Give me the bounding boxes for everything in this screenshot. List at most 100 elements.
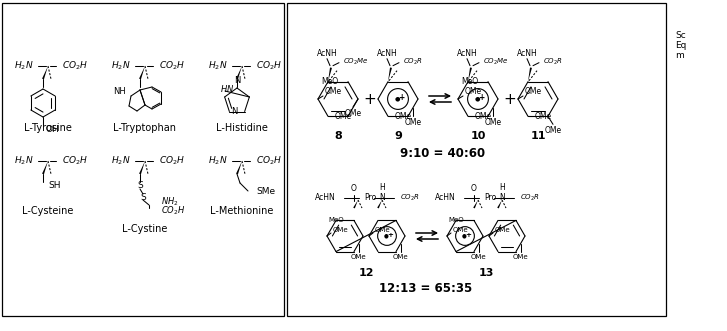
Text: AcNH: AcNH xyxy=(517,49,537,58)
Text: L-Methionine: L-Methionine xyxy=(210,206,273,216)
Polygon shape xyxy=(42,161,48,174)
Text: N: N xyxy=(231,107,238,116)
Text: $H_2N$: $H_2N$ xyxy=(209,60,228,72)
Text: 12:13 = 65:35: 12:13 = 65:35 xyxy=(379,282,473,295)
Text: 11: 11 xyxy=(530,131,546,141)
Text: MeO: MeO xyxy=(329,217,344,223)
Text: ●: ● xyxy=(394,97,400,102)
Text: $H_2N$: $H_2N$ xyxy=(209,155,228,167)
Text: OMe: OMe xyxy=(525,87,542,96)
Text: 9:10 = 40:60: 9:10 = 40:60 xyxy=(401,147,486,160)
Polygon shape xyxy=(528,68,532,82)
Text: 13: 13 xyxy=(478,268,494,278)
Text: $CO_2H$: $CO_2H$ xyxy=(62,60,88,72)
Text: O: O xyxy=(471,184,477,193)
Text: OMe: OMe xyxy=(475,112,492,121)
Text: H: H xyxy=(379,183,385,192)
Text: OMe: OMe xyxy=(335,112,352,121)
Text: +: + xyxy=(504,91,516,107)
Text: OMe: OMe xyxy=(484,118,502,127)
Text: OMe: OMe xyxy=(465,87,482,96)
Text: 9: 9 xyxy=(394,131,402,141)
Text: ●: ● xyxy=(462,233,467,239)
Text: $CO_2H$: $CO_2H$ xyxy=(161,205,185,217)
Text: N: N xyxy=(234,76,240,85)
Text: OMe: OMe xyxy=(375,227,390,233)
Text: N: N xyxy=(379,194,385,203)
Text: OMe: OMe xyxy=(495,227,510,233)
Text: $CO_2R$: $CO_2R$ xyxy=(403,57,423,67)
Text: OMe: OMe xyxy=(535,112,552,121)
Text: +: + xyxy=(465,232,471,238)
Polygon shape xyxy=(139,161,145,174)
Polygon shape xyxy=(497,200,502,209)
Polygon shape xyxy=(328,68,332,82)
Text: OMe: OMe xyxy=(404,118,422,127)
Text: SH: SH xyxy=(48,181,60,191)
Text: Eq: Eq xyxy=(675,41,686,51)
Text: S: S xyxy=(137,181,143,191)
Polygon shape xyxy=(468,68,472,82)
Text: OMe: OMe xyxy=(545,126,561,135)
Text: +: + xyxy=(398,93,404,103)
Polygon shape xyxy=(473,200,478,209)
Text: $CO_2R$: $CO_2R$ xyxy=(400,193,420,203)
Text: OMe: OMe xyxy=(470,254,486,260)
Text: $HN$: $HN$ xyxy=(220,83,234,94)
Text: OH: OH xyxy=(45,124,59,133)
Text: $CO_2H$: $CO_2H$ xyxy=(256,60,282,72)
Polygon shape xyxy=(377,200,382,209)
Text: $CO_2H$: $CO_2H$ xyxy=(62,155,88,167)
Text: OMe: OMe xyxy=(325,87,342,96)
Text: MeO: MeO xyxy=(321,77,338,86)
Text: $CO_2H$: $CO_2H$ xyxy=(159,155,185,167)
Text: L-Histidine: L-Histidine xyxy=(216,123,268,133)
Text: L-Tryptophan: L-Tryptophan xyxy=(113,123,177,133)
Text: $CO_2R$: $CO_2R$ xyxy=(520,193,540,203)
Text: L-Cystine: L-Cystine xyxy=(122,224,168,234)
Text: m: m xyxy=(675,52,684,61)
Text: N: N xyxy=(499,194,505,203)
Text: $CO_2H$: $CO_2H$ xyxy=(159,60,185,72)
Text: OMe: OMe xyxy=(333,227,349,233)
Text: Pro: Pro xyxy=(484,194,497,203)
Text: $H_2N$: $H_2N$ xyxy=(15,155,34,167)
Text: L-Cysteine: L-Cysteine xyxy=(23,206,73,216)
Text: $H_2N$: $H_2N$ xyxy=(111,60,131,72)
Text: 10: 10 xyxy=(470,131,486,141)
Text: $H_2N$: $H_2N$ xyxy=(15,60,34,72)
Text: OMe: OMe xyxy=(350,254,366,260)
Text: OMe: OMe xyxy=(345,109,361,118)
Text: L-Tyrosine: L-Tyrosine xyxy=(24,123,72,133)
Text: OMe: OMe xyxy=(393,254,409,260)
Text: ●: ● xyxy=(474,97,480,102)
Bar xyxy=(2,3,284,316)
Text: MeO: MeO xyxy=(449,217,464,223)
Text: AcNH: AcNH xyxy=(377,49,398,58)
Text: AcNH: AcNH xyxy=(317,49,337,58)
Text: $CO_2H$: $CO_2H$ xyxy=(256,155,282,167)
Text: OMe: OMe xyxy=(395,112,412,121)
Circle shape xyxy=(387,89,409,110)
Text: $CO_2Me$: $CO_2Me$ xyxy=(343,57,369,67)
Text: 12: 12 xyxy=(358,268,374,278)
Polygon shape xyxy=(388,68,392,82)
Text: OMe: OMe xyxy=(453,227,469,233)
Text: +: + xyxy=(364,91,377,107)
Text: $NH_2$: $NH_2$ xyxy=(161,196,179,208)
Circle shape xyxy=(467,89,489,110)
Text: AcNH: AcNH xyxy=(457,49,478,58)
Circle shape xyxy=(377,227,396,245)
Text: $H_2N$: $H_2N$ xyxy=(111,155,131,167)
Text: SMe: SMe xyxy=(256,186,275,196)
Text: $CO_2Me$: $CO_2Me$ xyxy=(483,57,509,67)
Text: AcHN: AcHN xyxy=(316,194,336,203)
Text: MeO: MeO xyxy=(461,77,478,86)
Text: NH: NH xyxy=(113,86,126,96)
Text: +: + xyxy=(478,93,484,103)
Polygon shape xyxy=(42,66,48,79)
Bar xyxy=(287,3,666,316)
Text: O: O xyxy=(351,184,357,193)
Polygon shape xyxy=(236,161,242,174)
Text: ●: ● xyxy=(384,233,388,239)
